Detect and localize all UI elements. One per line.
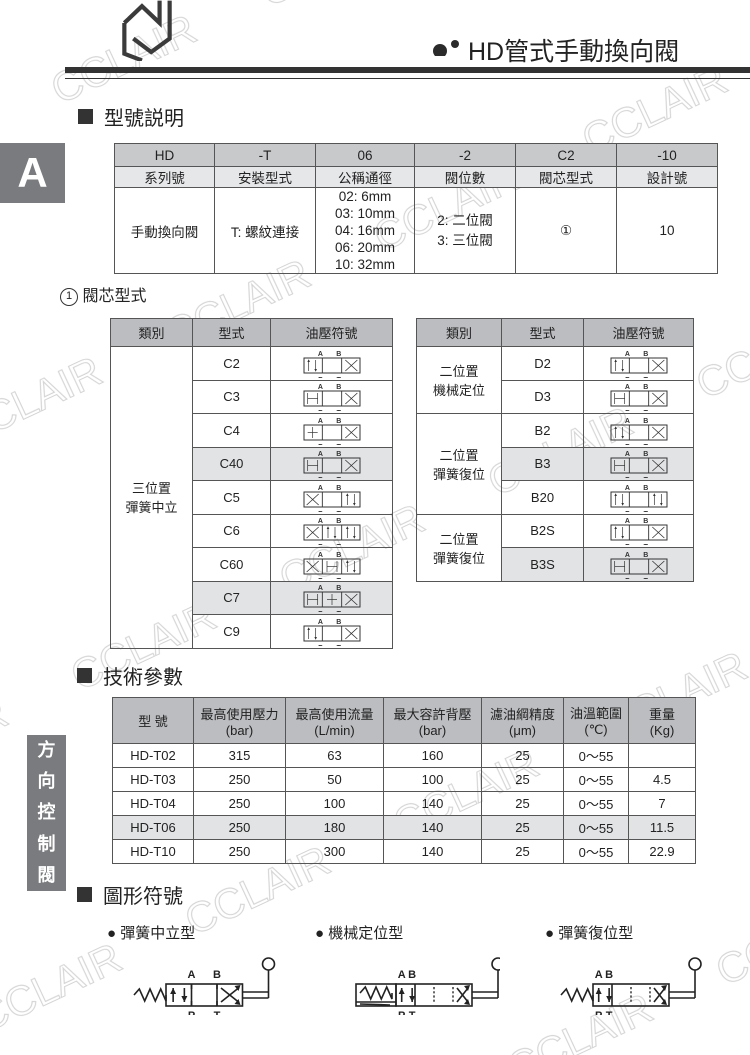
svg-text:A: A [624, 485, 629, 492]
svg-text:P: P [625, 444, 630, 445]
svg-text:T: T [336, 578, 341, 579]
svg-text:T: T [336, 410, 341, 411]
svg-text:B: B [643, 351, 648, 358]
svg-text:T: T [643, 444, 648, 445]
svg-text:P: P [318, 611, 323, 612]
svg-text:P: P [625, 578, 630, 579]
svg-text:P: P [318, 377, 323, 378]
svg-text:A: A [317, 351, 322, 358]
svg-text:A: A [624, 518, 629, 525]
svg-text:A: A [317, 418, 322, 425]
svg-text:A: A [317, 384, 322, 391]
svg-text:P: P [625, 511, 630, 512]
svg-text:B: B [643, 384, 648, 391]
svg-text:B: B [336, 518, 341, 525]
svg-text:A: A [188, 969, 196, 981]
svg-text:P: P [318, 410, 323, 411]
svg-text:P: P [595, 1010, 602, 1015]
svg-text:T: T [336, 477, 341, 478]
svg-text:B: B [643, 451, 648, 458]
svg-text:A: A [317, 451, 322, 458]
svg-text:T: T [643, 410, 648, 411]
svg-text:T: T [643, 544, 648, 545]
svg-text:A: A [624, 552, 629, 559]
svg-text:P: P [398, 1010, 405, 1015]
svg-text:B: B [336, 384, 341, 391]
svg-text:A: A [624, 451, 629, 458]
svg-text:P: P [625, 544, 630, 545]
svg-text:P: P [318, 477, 323, 478]
svg-text:B: B [408, 969, 416, 981]
svg-text:A: A [624, 418, 629, 425]
svg-text:P: P [318, 544, 323, 545]
svg-text:T: T [643, 377, 648, 378]
svg-text:T: T [606, 1010, 613, 1015]
svg-text:A: A [624, 384, 629, 391]
svg-text:T: T [643, 578, 648, 579]
svg-text:A: A [595, 969, 603, 981]
svg-text:A: A [317, 518, 322, 525]
svg-text:A: A [317, 619, 322, 626]
svg-text:B: B [336, 585, 341, 592]
svg-text:B: B [643, 418, 648, 425]
svg-text:B: B [213, 969, 221, 981]
svg-text:P: P [625, 477, 630, 478]
svg-text:B: B [336, 418, 341, 425]
svg-text:P: P [188, 1010, 195, 1015]
svg-text:B: B [643, 518, 648, 525]
svg-text:T: T [643, 477, 648, 478]
svg-text:T: T [336, 511, 341, 512]
svg-text:T: T [336, 444, 341, 445]
svg-text:B: B [336, 451, 341, 458]
svg-text:B: B [336, 552, 341, 559]
svg-text:B: B [336, 619, 341, 626]
svg-text:T: T [336, 377, 341, 378]
svg-text:T: T [214, 1010, 221, 1015]
svg-text:B: B [643, 485, 648, 492]
svg-text:P: P [318, 444, 323, 445]
svg-text:A: A [398, 969, 406, 981]
svg-text:T: T [336, 645, 341, 646]
svg-text:A: A [317, 485, 322, 492]
svg-text:T: T [336, 611, 341, 612]
svg-text:P: P [318, 645, 323, 646]
svg-text:T: T [409, 1010, 416, 1015]
svg-text:B: B [605, 969, 613, 981]
svg-text:P: P [625, 410, 630, 411]
svg-text:P: P [625, 377, 630, 378]
svg-text:P: P [318, 578, 323, 579]
svg-text:A: A [317, 552, 322, 559]
svg-text:T: T [643, 511, 648, 512]
svg-text:B: B [643, 552, 648, 559]
svg-text:A: A [317, 585, 322, 592]
svg-text:P: P [318, 511, 323, 512]
svg-text:B: B [336, 351, 341, 358]
svg-text:T: T [336, 544, 341, 545]
svg-text:B: B [336, 485, 341, 492]
svg-text:A: A [624, 351, 629, 358]
